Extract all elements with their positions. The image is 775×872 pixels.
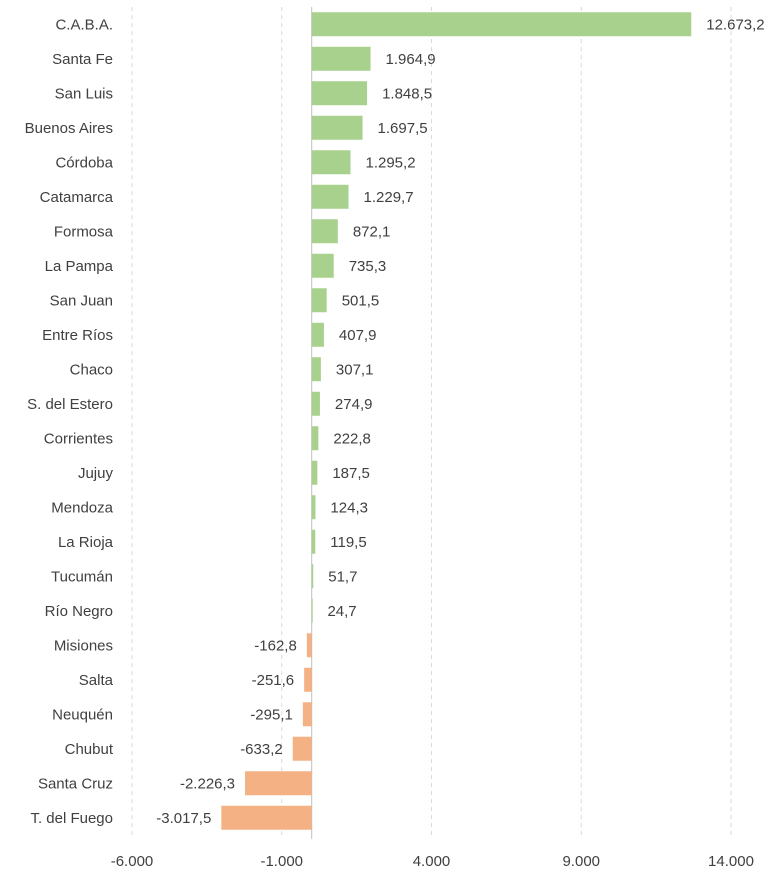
category-labels: C.A.B.A. Santa Fe San Luis Buenos Aires Córd… (25, 16, 114, 827)
value-label: 274,9 (335, 396, 373, 413)
bar (311, 460, 318, 485)
category-label: C.A.B.A. (55, 16, 113, 33)
value-label: -633,2 (240, 741, 283, 758)
x-tick-label: -6.000 (111, 853, 154, 870)
bar (311, 598, 313, 623)
bar (311, 288, 327, 313)
category-label: Jujuy (78, 465, 114, 482)
value-labels: 12.673,2 1.964,9 1.848,5 1.697,5 1.295,2 1.22… (156, 16, 764, 827)
value-label: 124,3 (330, 499, 368, 516)
bar (292, 736, 312, 761)
bar (311, 12, 692, 37)
value-label: 1.697,5 (378, 120, 428, 137)
value-label: 12.673,2 (706, 16, 764, 33)
bar (311, 357, 321, 382)
category-label: Misiones (54, 637, 113, 654)
bar (221, 805, 312, 830)
value-label: -251,6 (252, 672, 295, 689)
value-label: 222,8 (333, 430, 371, 447)
bar (304, 667, 312, 692)
category-label: Tucumán (51, 568, 113, 585)
category-label: La Pampa (45, 258, 114, 275)
x-axis-ticks: -6.000 -1.000 4.000 9.000 14.000 (111, 853, 754, 870)
value-label: 1.229,7 (364, 189, 414, 206)
value-label: 407,9 (339, 327, 377, 344)
category-label: Chubut (65, 741, 114, 758)
category-label: San Juan (50, 292, 113, 309)
grid-layer (131, 7, 732, 839)
category-label: Santa Cruz (38, 775, 113, 792)
bar (311, 115, 363, 140)
value-label: -295,1 (250, 706, 293, 723)
bar (311, 81, 368, 106)
value-label: -162,8 (254, 637, 297, 654)
bar (306, 633, 312, 658)
bar (311, 219, 338, 244)
value-label: -3.017,5 (156, 810, 211, 827)
value-label: 24,7 (327, 603, 356, 620)
bar (311, 391, 320, 416)
value-label: 1.295,2 (365, 154, 415, 171)
value-label: 872,1 (353, 223, 391, 240)
x-tick-label: 9.000 (562, 853, 600, 870)
category-label: Salta (79, 672, 114, 689)
value-label: 307,1 (336, 361, 374, 378)
x-tick-label: -1.000 (260, 853, 303, 870)
category-label: Entre Ríos (42, 327, 113, 344)
bar (311, 495, 316, 520)
value-label: 501,5 (342, 292, 380, 309)
bar (311, 564, 314, 589)
bar (311, 184, 349, 209)
category-label: Río Negro (45, 603, 113, 620)
category-label: S. del Estero (27, 396, 113, 413)
value-label: 735,3 (349, 258, 387, 275)
value-label: 51,7 (328, 568, 357, 585)
bar (311, 150, 351, 175)
bar (311, 322, 324, 347)
bars-layer (221, 12, 692, 830)
category-label: Neuquén (52, 706, 113, 723)
category-label: Formosa (54, 223, 114, 240)
category-label: Chaco (70, 361, 113, 378)
bar (302, 702, 312, 727)
bar (311, 46, 371, 71)
value-label: 187,5 (332, 465, 370, 482)
category-label: San Luis (55, 85, 113, 102)
category-label: Santa Fe (52, 51, 113, 68)
bar (245, 771, 312, 796)
category-label: Córdoba (55, 154, 113, 171)
value-label: 119,5 (330, 534, 366, 551)
value-label: 1.848,5 (382, 85, 432, 102)
x-tick-label: 14.000 (708, 853, 754, 870)
value-label: -2.226,3 (180, 775, 235, 792)
category-label: Catamarca (40, 189, 114, 206)
x-tick-label: 4.000 (413, 853, 451, 870)
category-label: T. del Fuego (30, 810, 113, 827)
category-label: Mendoza (51, 499, 113, 516)
category-label: La Rioja (58, 534, 114, 551)
bar (311, 253, 334, 278)
category-label: Corrientes (44, 430, 113, 447)
value-label: 1.964,9 (386, 51, 436, 68)
category-label: Buenos Aires (25, 120, 113, 137)
bar (311, 529, 316, 554)
bar (311, 426, 319, 451)
